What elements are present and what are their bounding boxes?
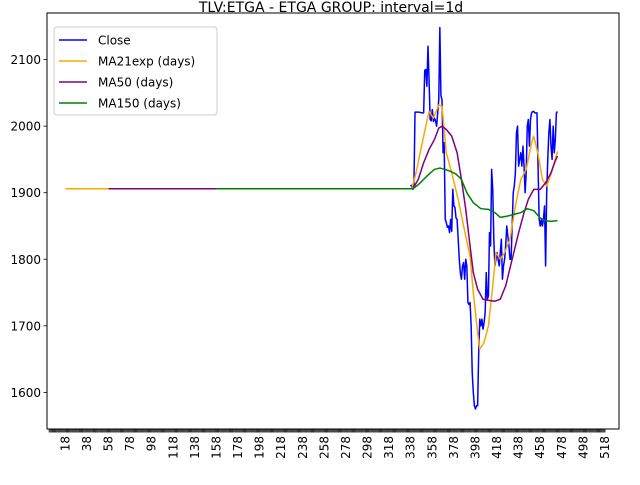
series-line-ma21exp-days [65, 104, 559, 350]
x-tick-label: 38 [80, 436, 94, 451]
x-tick-label: 438 [512, 436, 526, 459]
x-tick-label: 238 [296, 436, 310, 459]
x-tick-label: 278 [339, 436, 353, 459]
x-tick-label: 358 [425, 436, 439, 459]
x-axis: 18 38 58 78 98 118 138 158 178 198 218 238 258 278 298… [48, 429, 612, 459]
x-tick-label: 498 [576, 436, 590, 459]
legend-label: MA21exp (days) [98, 55, 195, 69]
x-tick-label: 318 [382, 436, 396, 459]
series-line-close [410, 26, 559, 410]
legend-box [53, 26, 218, 116]
x-tick-label: 18 [58, 436, 72, 451]
series-line-ma150-days [216, 167, 558, 223]
x-tick-label: 78 [123, 436, 137, 451]
y-axis: 1600 1700 1800 1900 2000 2100 [10, 53, 47, 400]
chart-title: TLV:ETGA - ETGA GROUP: interval=1d [198, 0, 463, 16]
legend-label: MA150 (days) [98, 97, 181, 111]
x-tick-label: 218 [274, 436, 288, 459]
y-tick-label: 1600 [10, 386, 41, 400]
x-tick-label: 178 [231, 436, 245, 459]
x-tick-label: 518 [598, 436, 612, 459]
x-tick-label: 138 [188, 436, 202, 459]
x-tick-label: 198 [253, 436, 267, 459]
x-tick-label: 298 [361, 436, 375, 459]
x-tick-label: 378 [447, 436, 461, 459]
x-tick-label: 98 [145, 436, 159, 451]
legend-label: Close [98, 34, 131, 48]
x-tick-label: 478 [555, 436, 569, 459]
x-tick-label: 418 [490, 436, 504, 459]
y-tick-label: 1900 [10, 186, 41, 200]
y-tick-label: 2100 [10, 53, 41, 67]
x-tick-label: 338 [404, 436, 418, 459]
x-tick-label: 158 [209, 436, 223, 459]
series-line-ma50-days [108, 125, 559, 302]
x-tick-label: 58 [102, 436, 116, 451]
x-tick-label: 258 [317, 436, 331, 459]
legend-label: MA50 (days) [98, 76, 173, 90]
x-tick-label: 398 [468, 436, 482, 459]
y-tick-label: 2000 [10, 120, 41, 134]
legend: Close MA21exp (days) MA50 (days) MA150 (day… [53, 26, 218, 116]
y-tick-label: 1800 [10, 253, 41, 267]
y-tick-label: 1700 [10, 319, 41, 333]
x-tick-label: 458 [533, 436, 547, 459]
x-tick-label: 118 [166, 436, 180, 459]
plot-area [65, 26, 559, 410]
